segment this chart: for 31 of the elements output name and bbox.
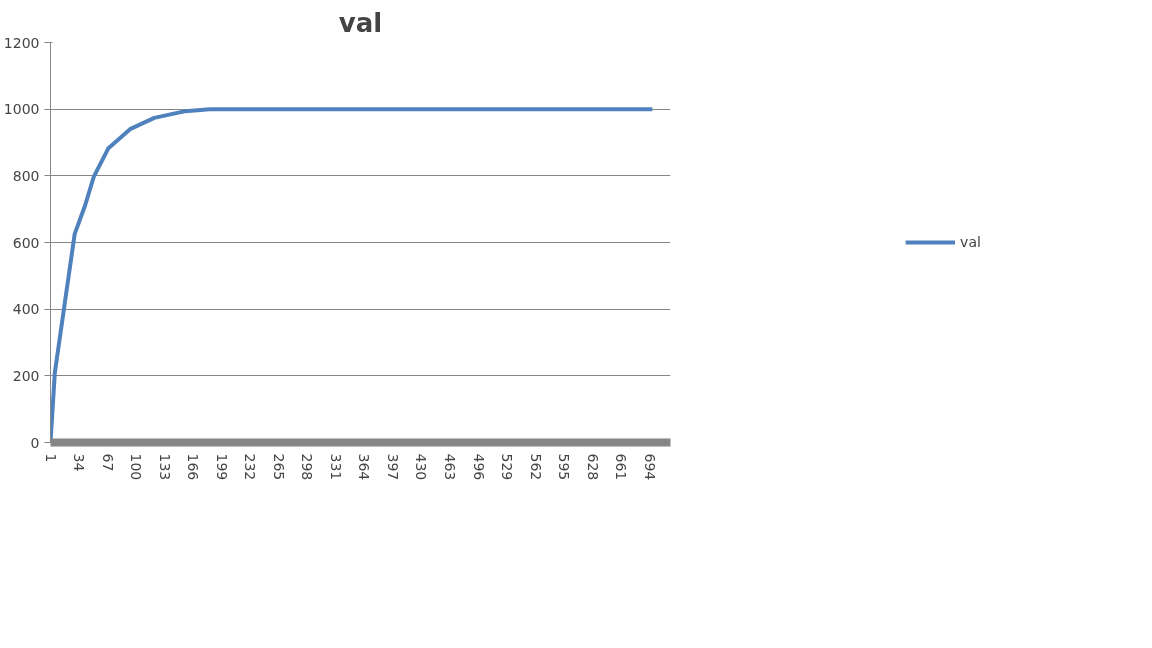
- y-tick-label: 1000: [3, 101, 40, 118]
- x-tick-label: 133: [156, 453, 173, 481]
- x-tick-label: 463: [442, 453, 458, 481]
- y-tick-label: 200: [12, 367, 40, 384]
- x-tick-label: 529: [499, 453, 516, 481]
- y-tick-label: 0: [30, 434, 40, 451]
- x-tick-label: 199: [213, 453, 230, 481]
- x-tick-label: 430: [413, 453, 430, 481]
- y-tick-label: 400: [12, 301, 40, 318]
- x-tick-label: 661: [613, 453, 630, 481]
- y-tick-label: 800: [12, 167, 40, 184]
- chart-title: val: [338, 7, 383, 38]
- x-tick-label: 595: [556, 453, 573, 481]
- x-tick-label: 166: [185, 453, 202, 481]
- x-tick-label: 232: [242, 453, 259, 481]
- y-tick-label: 1200: [3, 34, 40, 51]
- x-tick-label: 364: [356, 453, 373, 481]
- x-tick-label: 397: [384, 453, 401, 481]
- x-tick-label: 628: [584, 453, 601, 481]
- y-tick-label: 600: [12, 234, 40, 251]
- x-tick-label: 496: [470, 453, 487, 481]
- x-tick-label: 100: [128, 453, 145, 481]
- x-tick-label: 694: [641, 453, 658, 481]
- x-tick-label: 67: [99, 453, 116, 472]
- legend-label: val: [960, 234, 981, 250]
- x-tick-label: 298: [299, 453, 316, 481]
- x-tick-label: 34: [71, 453, 88, 472]
- x-tick-label: 331: [327, 453, 344, 481]
- x-tick-label: 562: [527, 453, 544, 481]
- x-tick-label: 1: [42, 453, 59, 463]
- x-tick-label: 265: [270, 453, 287, 481]
